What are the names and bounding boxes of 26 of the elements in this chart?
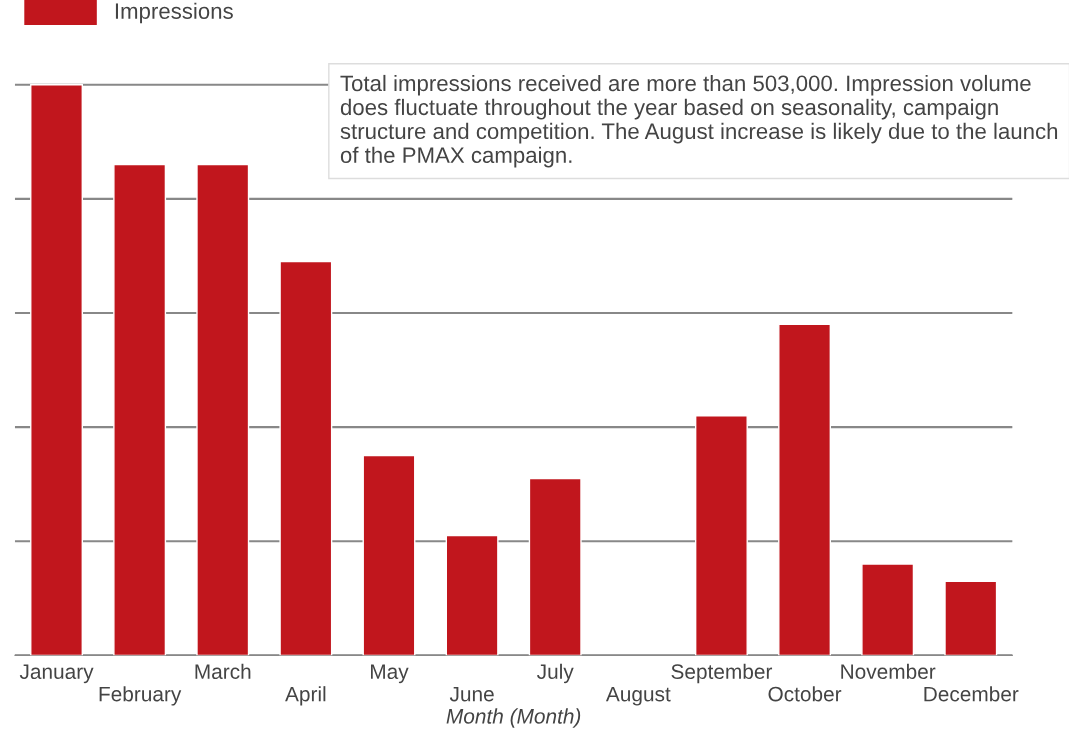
bar [445, 534, 499, 656]
bar [279, 260, 333, 656]
x-tick-label: April [285, 686, 326, 706]
x-tick-label: August [605, 686, 671, 706]
bar [196, 163, 250, 656]
x-tick-label: January [19, 664, 94, 684]
x-tick-label: June [449, 686, 494, 702]
annotation: Total impressions received are more than 503,000. Impression volume does fluctuate throughout the year based on seasonality, campaign structure and competition. The August increase is likely due to the launch of the PMAX campaign. [340, 74, 1058, 168]
legend-label: Impressions [115, 2, 233, 24]
x-tick-label: September [671, 663, 773, 684]
x-tick-label: May [371, 664, 409, 684]
bar [362, 454, 416, 656]
bar [113, 163, 167, 656]
bar [528, 477, 582, 656]
bar [694, 414, 748, 656]
x-tick-label: October [768, 686, 842, 702]
x-tick-label: July [537, 663, 574, 684]
x-tick-label: February [99, 686, 182, 706]
bar [944, 580, 998, 656]
x-axis-title: Month (Month) [446, 708, 581, 728]
x-tick-label: December [924, 686, 1019, 702]
bar [778, 323, 832, 656]
x-tick-label: November [841, 663, 936, 680]
x-tick-label: March [195, 663, 251, 680]
bar [30, 84, 83, 656]
bar [861, 563, 915, 656]
